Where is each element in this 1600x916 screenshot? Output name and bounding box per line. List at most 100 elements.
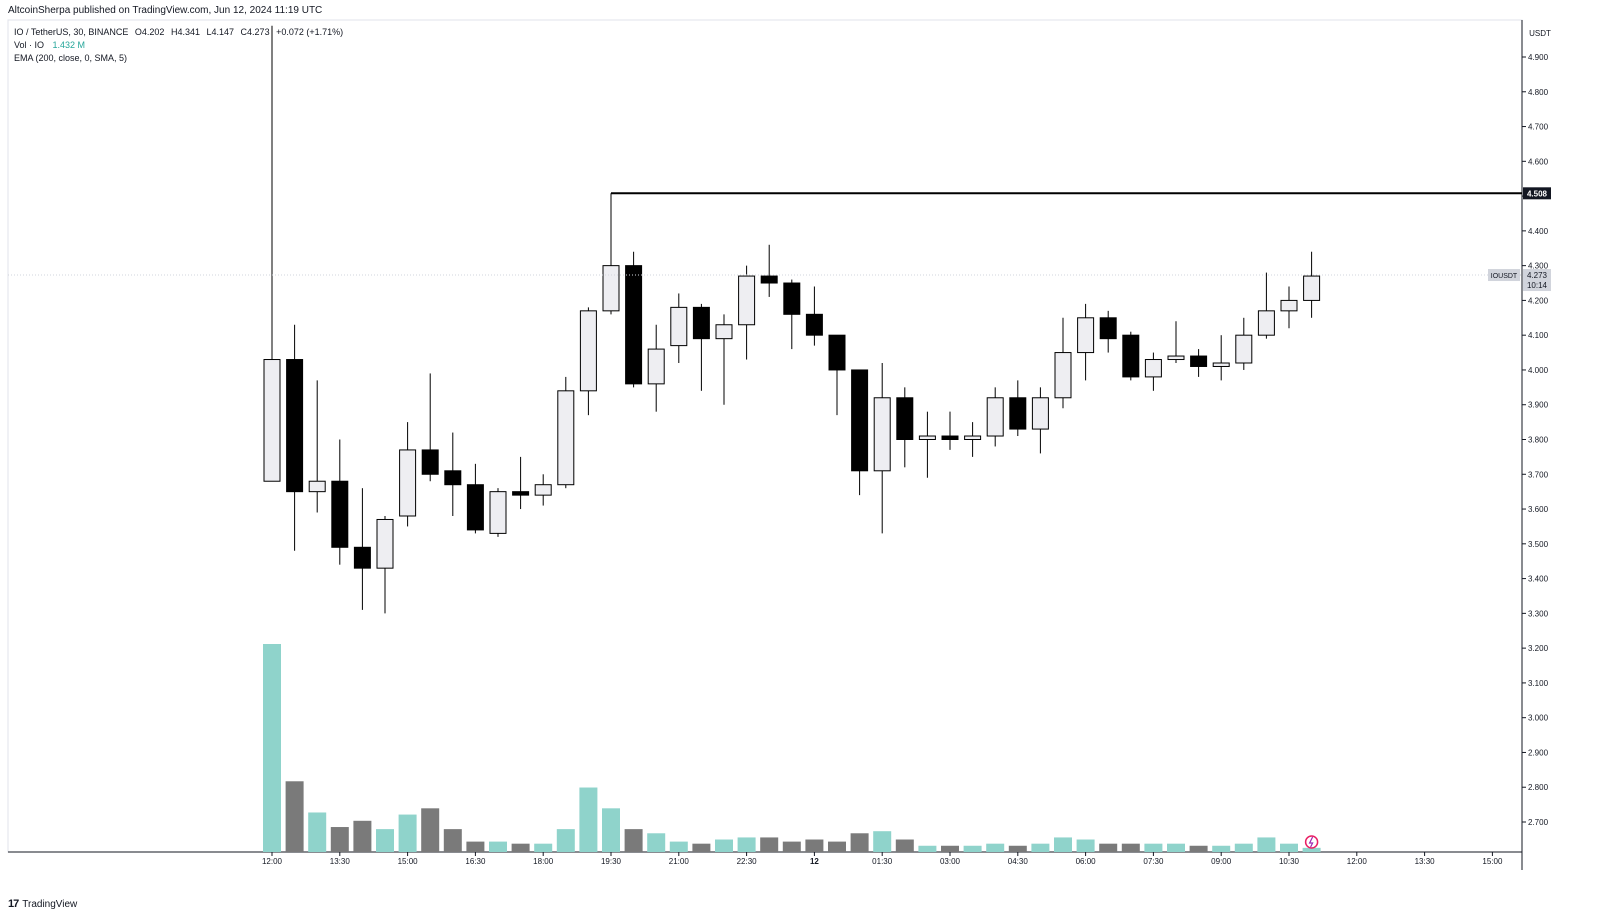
candle-body bbox=[918, 435, 936, 441]
volume-value: 1.432 M bbox=[52, 40, 86, 50]
x-tick-label: 04:30 bbox=[1008, 857, 1029, 866]
resistance-price-tag bbox=[1523, 187, 1551, 200]
x-tick-label: 19:30 bbox=[601, 857, 622, 866]
candle-body bbox=[1009, 397, 1027, 430]
volume-bar bbox=[918, 845, 937, 852]
candle-body bbox=[1257, 310, 1275, 336]
volume-bar bbox=[760, 837, 779, 852]
volume-bar bbox=[963, 845, 982, 852]
y-tick-label: 4.000 bbox=[1528, 366, 1549, 375]
countdown-label: 10:14 bbox=[1527, 281, 1548, 290]
volume-bar bbox=[263, 644, 281, 852]
volume-bar bbox=[850, 833, 869, 852]
y-tick-label: 4.200 bbox=[1528, 296, 1549, 305]
x-tick-label: 10:30 bbox=[1279, 857, 1300, 866]
candle-body bbox=[986, 397, 1004, 437]
candle-body bbox=[1280, 299, 1298, 312]
candle-body bbox=[941, 435, 959, 441]
y-tick-label: 3.500 bbox=[1528, 540, 1549, 549]
x-tick-label: 13:30 bbox=[330, 857, 351, 866]
candle-body bbox=[1031, 397, 1049, 430]
ohlc-row: IO / TetherUS, 30, BINANCE O4.202 H4.341… bbox=[14, 26, 343, 39]
candle-body bbox=[376, 518, 394, 569]
y-tick-label: 3.800 bbox=[1528, 436, 1549, 445]
candle-body bbox=[738, 275, 756, 326]
candle-body bbox=[444, 470, 462, 486]
volume-bar bbox=[828, 841, 846, 852]
tradingview-logo[interactable]: 17 TradingView bbox=[8, 898, 77, 910]
candle-body bbox=[1122, 334, 1140, 378]
candle-body bbox=[286, 359, 304, 493]
candle-body bbox=[512, 491, 530, 496]
volume-bar bbox=[1054, 837, 1072, 852]
volume-bar bbox=[421, 808, 440, 852]
y-tick-label: 4.700 bbox=[1528, 123, 1549, 132]
x-tick-label: 15:00 bbox=[1482, 857, 1503, 866]
plot-frame bbox=[7, 19, 1523, 853]
candle-body bbox=[1077, 317, 1095, 354]
y-tick-label: 4.900 bbox=[1528, 53, 1549, 62]
x-tick-label: 16:30 bbox=[465, 857, 486, 866]
volume-bar bbox=[941, 845, 959, 852]
volume-bar bbox=[330, 827, 349, 852]
y-tick-label: 3.700 bbox=[1528, 470, 1549, 479]
candle-body bbox=[1099, 317, 1117, 340]
symbol-label[interactable]: IO / TetherUS, 30, BINANCE bbox=[14, 27, 129, 37]
candle-body bbox=[534, 484, 552, 496]
x-tick-label: 12 bbox=[810, 857, 819, 866]
candle-body bbox=[760, 275, 778, 284]
volume-bar bbox=[624, 829, 643, 852]
chart-legend: IO / TetherUS, 30, BINANCE O4.202 H4.341… bbox=[14, 26, 343, 65]
volume-bar bbox=[1008, 845, 1027, 852]
candle-body bbox=[896, 397, 914, 441]
x-tick-label: 12:00 bbox=[1347, 857, 1368, 866]
volume-bar bbox=[556, 829, 575, 852]
ema-row: EMA (200, close, 0, SMA, 5) bbox=[14, 52, 343, 65]
bolt-icon-glyph bbox=[1308, 836, 1314, 848]
volume-bar bbox=[376, 829, 394, 852]
volume-bar bbox=[1280, 843, 1298, 852]
volume-bar bbox=[1302, 847, 1321, 852]
x-tick-label: 03:00 bbox=[940, 857, 961, 866]
x-tick-label: 12:00 bbox=[262, 857, 283, 866]
candle-body bbox=[873, 397, 891, 472]
candle-body bbox=[1144, 359, 1162, 378]
last-price-label: 4.273 bbox=[1527, 271, 1548, 280]
y-tick-label: 3.100 bbox=[1528, 679, 1549, 688]
volume-bar bbox=[398, 814, 417, 852]
candle-body bbox=[489, 491, 507, 534]
candle-body bbox=[1167, 355, 1185, 361]
candle-body bbox=[263, 359, 281, 482]
volume-bar bbox=[1189, 845, 1208, 852]
ema-label[interactable]: EMA (200, close, 0, SMA, 5) bbox=[14, 53, 128, 63]
volume-bar bbox=[873, 831, 892, 852]
volume-bar bbox=[715, 839, 733, 852]
volume-label[interactable]: Vol · IO bbox=[14, 40, 45, 50]
volume-bar bbox=[1234, 843, 1253, 852]
volume-bar bbox=[308, 812, 327, 852]
volume-bar bbox=[692, 843, 711, 852]
volume-bar bbox=[782, 841, 801, 852]
y-tick-label: 4.300 bbox=[1528, 262, 1549, 271]
candle-body bbox=[557, 390, 575, 486]
volume-bar bbox=[443, 829, 462, 852]
volume-bar bbox=[1076, 839, 1095, 852]
low-value: L4.147 bbox=[206, 27, 235, 37]
y-tick-label: 3.300 bbox=[1528, 609, 1549, 618]
volume-bar bbox=[647, 833, 666, 852]
y-tick-label: 2.700 bbox=[1528, 818, 1549, 827]
volume-bar bbox=[1121, 843, 1140, 852]
volume-bar bbox=[895, 839, 914, 852]
last-price-tag bbox=[1523, 269, 1551, 292]
y-tick-label: 2.800 bbox=[1528, 783, 1549, 792]
candle-body bbox=[1212, 362, 1230, 367]
volume-bar bbox=[1212, 845, 1231, 852]
candle-body bbox=[353, 546, 371, 569]
candle-body bbox=[670, 306, 688, 347]
x-tick-label: 07:30 bbox=[1143, 857, 1164, 866]
x-tick-label: 18:00 bbox=[533, 857, 554, 866]
published-header: AltcoinSherpa published on TradingView.c… bbox=[8, 5, 323, 16]
x-tick-label: 06:00 bbox=[1076, 857, 1097, 866]
candle-body bbox=[715, 324, 733, 340]
